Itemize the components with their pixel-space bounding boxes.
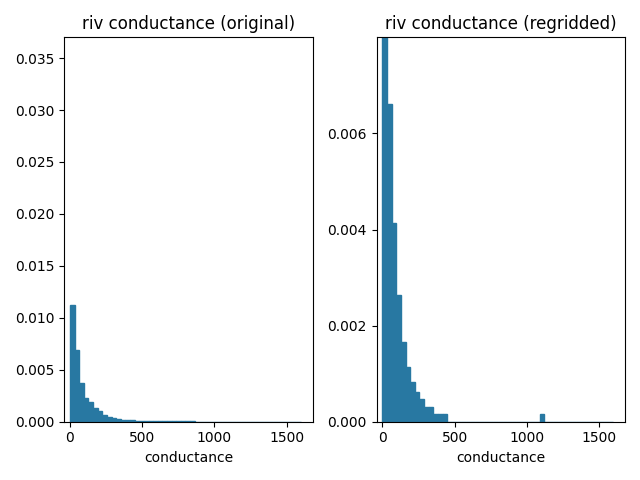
Bar <box>102 415 107 422</box>
Bar <box>121 420 125 422</box>
Bar <box>424 407 429 422</box>
Bar <box>410 382 415 422</box>
Bar <box>140 421 144 422</box>
X-axis label: conductance: conductance <box>144 451 233 465</box>
Bar <box>79 383 84 422</box>
Bar <box>130 420 134 422</box>
X-axis label: conductance: conductance <box>456 451 545 465</box>
Bar <box>396 295 401 422</box>
Bar <box>415 392 419 422</box>
Bar <box>134 421 140 422</box>
Bar <box>387 104 392 422</box>
Bar <box>144 421 148 422</box>
Bar <box>442 414 447 422</box>
Bar <box>93 408 98 422</box>
Bar <box>429 407 433 422</box>
Bar <box>70 305 75 422</box>
Bar <box>438 414 442 422</box>
Bar <box>148 421 153 422</box>
Bar <box>125 420 130 422</box>
Bar <box>88 402 93 422</box>
Bar <box>392 223 396 422</box>
Bar <box>540 414 544 422</box>
Bar <box>419 399 424 422</box>
Bar <box>401 342 406 422</box>
Bar <box>107 417 111 422</box>
Title: riv conductance (original): riv conductance (original) <box>82 15 295 33</box>
Bar <box>111 419 116 422</box>
Bar <box>84 397 88 422</box>
Title: riv conductance (regridded): riv conductance (regridded) <box>385 15 617 33</box>
Bar <box>383 0 387 422</box>
Bar <box>153 421 157 422</box>
Bar <box>433 414 438 422</box>
Bar <box>406 367 410 422</box>
Bar <box>75 350 79 422</box>
Bar <box>98 411 102 422</box>
Bar <box>116 419 121 422</box>
